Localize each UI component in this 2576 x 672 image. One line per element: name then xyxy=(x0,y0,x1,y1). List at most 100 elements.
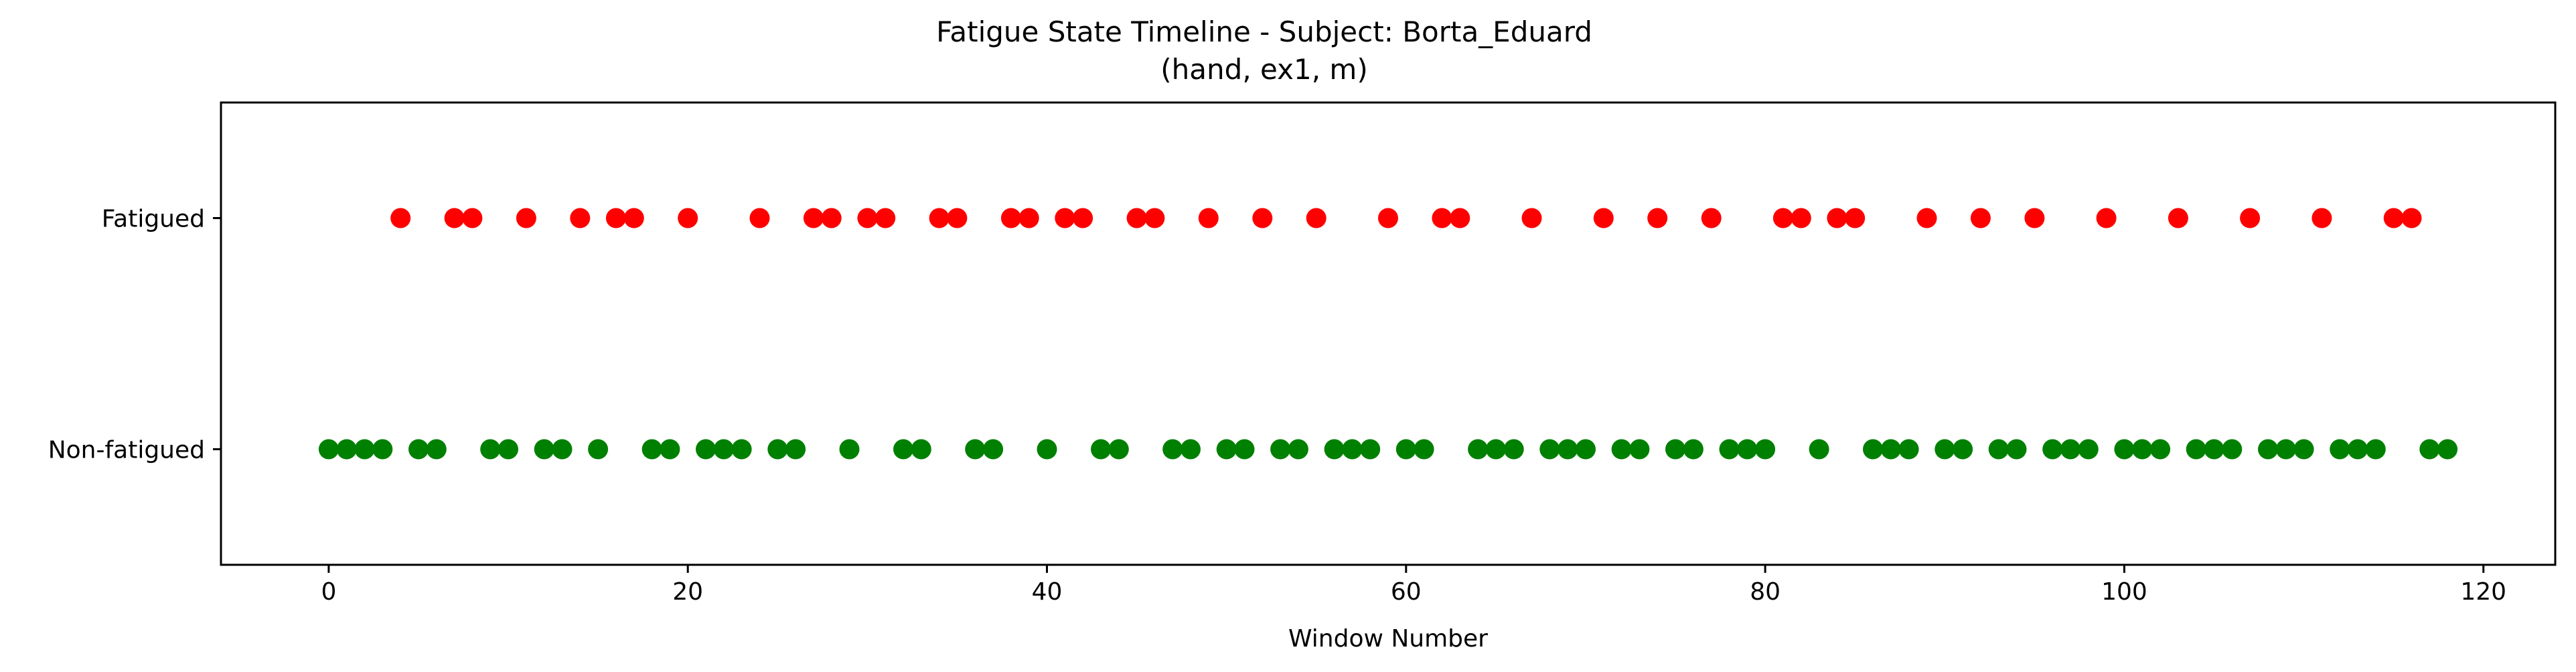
non-fatigued-point xyxy=(1809,439,1829,460)
non-fatigued-point xyxy=(1324,439,1345,460)
non-fatigued-point xyxy=(713,439,734,460)
non-fatigued-point xyxy=(1755,439,1776,460)
non-fatigued-point xyxy=(1468,439,1489,460)
fatigued-point xyxy=(803,208,824,228)
non-fatigued-point xyxy=(911,439,931,460)
fatigued-point xyxy=(605,208,626,228)
non-fatigued-point xyxy=(1683,439,1703,460)
non-fatigued-point xyxy=(2222,439,2243,460)
x-tick-label: 0 xyxy=(321,578,336,606)
non-fatigued-point xyxy=(2419,439,2440,460)
fatigued-point xyxy=(1970,208,1991,228)
non-fatigued-point xyxy=(1270,439,1291,460)
fatigued-point xyxy=(1378,208,1398,228)
non-fatigued-point xyxy=(1360,439,1381,460)
non-fatigued-point xyxy=(1091,439,1111,460)
non-fatigued-point xyxy=(552,439,573,460)
non-fatigued-point xyxy=(336,439,357,460)
fatigued-point xyxy=(390,208,411,228)
non-fatigued-point xyxy=(2060,439,2080,460)
non-fatigued-point xyxy=(1288,439,1308,460)
non-fatigued-point xyxy=(408,439,429,460)
non-fatigued-point xyxy=(2042,439,2063,460)
non-fatigued-point xyxy=(767,439,788,460)
fatigued-point xyxy=(1772,208,1793,228)
non-fatigued-point xyxy=(2293,439,2314,460)
non-fatigued-point xyxy=(2114,439,2135,460)
non-fatigued-point xyxy=(839,439,860,460)
non-fatigued-point xyxy=(2330,439,2350,460)
non-fatigued-point xyxy=(1935,439,1955,460)
fatigued-point xyxy=(1018,208,1039,228)
non-fatigued-point xyxy=(2132,439,2153,460)
data-points xyxy=(318,208,2458,460)
non-fatigued-point xyxy=(2078,439,2099,460)
fatigued-point xyxy=(1432,208,1452,228)
fatigued-point xyxy=(929,208,950,228)
fatigued-point xyxy=(1916,208,1937,228)
x-tick-label: 120 xyxy=(2460,578,2506,606)
non-fatigued-point xyxy=(731,439,752,460)
non-fatigued-point xyxy=(1737,439,1758,460)
non-fatigued-point xyxy=(2204,439,2224,460)
non-fatigued-point xyxy=(965,439,986,460)
non-fatigued-point xyxy=(2150,439,2171,460)
non-fatigued-point xyxy=(893,439,913,460)
non-fatigued-point xyxy=(2437,439,2458,460)
non-fatigued-point xyxy=(1395,439,1416,460)
fatigued-point xyxy=(1647,208,1668,228)
non-fatigued-point xyxy=(498,439,518,460)
non-fatigued-point xyxy=(2258,439,2278,460)
x-tick-label: 60 xyxy=(1391,578,1422,606)
fatigued-point xyxy=(1450,208,1470,228)
non-fatigued-point xyxy=(785,439,806,460)
fatigued-point xyxy=(1198,208,1219,228)
fatigued-point xyxy=(1845,208,1866,228)
non-fatigued-point xyxy=(1898,439,1919,460)
non-fatigued-point xyxy=(1414,439,1434,460)
fatigued-point xyxy=(2168,208,2188,228)
fatigued-point xyxy=(1593,208,1614,228)
non-fatigued-point xyxy=(2275,439,2296,460)
fatigued-point xyxy=(1126,208,1147,228)
fatigued-point xyxy=(2240,208,2261,228)
y-tick-label: Fatigued xyxy=(102,206,205,233)
non-fatigued-point xyxy=(1181,439,1201,460)
fatigued-point xyxy=(2024,208,2045,228)
non-fatigued-point xyxy=(641,439,662,460)
fatigued-point xyxy=(947,208,968,228)
non-fatigued-point xyxy=(426,439,447,460)
non-fatigued-point xyxy=(1576,439,1596,460)
fatigued-point xyxy=(1000,208,1021,228)
non-fatigued-point xyxy=(318,439,339,460)
x-axis-label: Window Number xyxy=(1288,625,1488,653)
non-fatigued-point xyxy=(480,439,501,460)
x-tick-label: 80 xyxy=(1750,578,1781,606)
non-fatigued-point xyxy=(2186,439,2206,460)
non-fatigued-point xyxy=(1216,439,1237,460)
fatigued-point xyxy=(1252,208,1273,228)
plot-frame xyxy=(220,101,2557,566)
fatigued-point xyxy=(1306,208,1327,228)
fatigued-point xyxy=(1701,208,1722,228)
chart-title: Fatigue State Timeline - Subject: Borta_… xyxy=(936,15,1592,48)
non-fatigued-point xyxy=(660,439,680,460)
non-fatigued-point xyxy=(1863,439,1883,460)
non-fatigued-point xyxy=(1162,439,1183,460)
non-fatigued-point xyxy=(1539,439,1560,460)
non-fatigued-point xyxy=(1485,439,1506,460)
non-fatigued-point xyxy=(1953,439,1973,460)
fatigued-point xyxy=(444,208,465,228)
fatigued-point xyxy=(2383,208,2404,228)
axis-ticks: 0 20 40 60 80 100 120 Non-fatigued Fatigued xyxy=(48,206,2506,606)
non-fatigued-point xyxy=(1629,439,1650,460)
fatigued-point xyxy=(516,208,536,228)
non-fatigued-point xyxy=(1880,439,1901,460)
non-fatigued-point xyxy=(1342,439,1363,460)
fatigued-point xyxy=(570,208,591,228)
fatigued-point xyxy=(2312,208,2332,228)
non-fatigued-point xyxy=(534,439,554,460)
non-fatigued-point xyxy=(983,439,1004,460)
non-fatigued-point xyxy=(1611,439,1632,460)
fatigued-point xyxy=(623,208,644,228)
